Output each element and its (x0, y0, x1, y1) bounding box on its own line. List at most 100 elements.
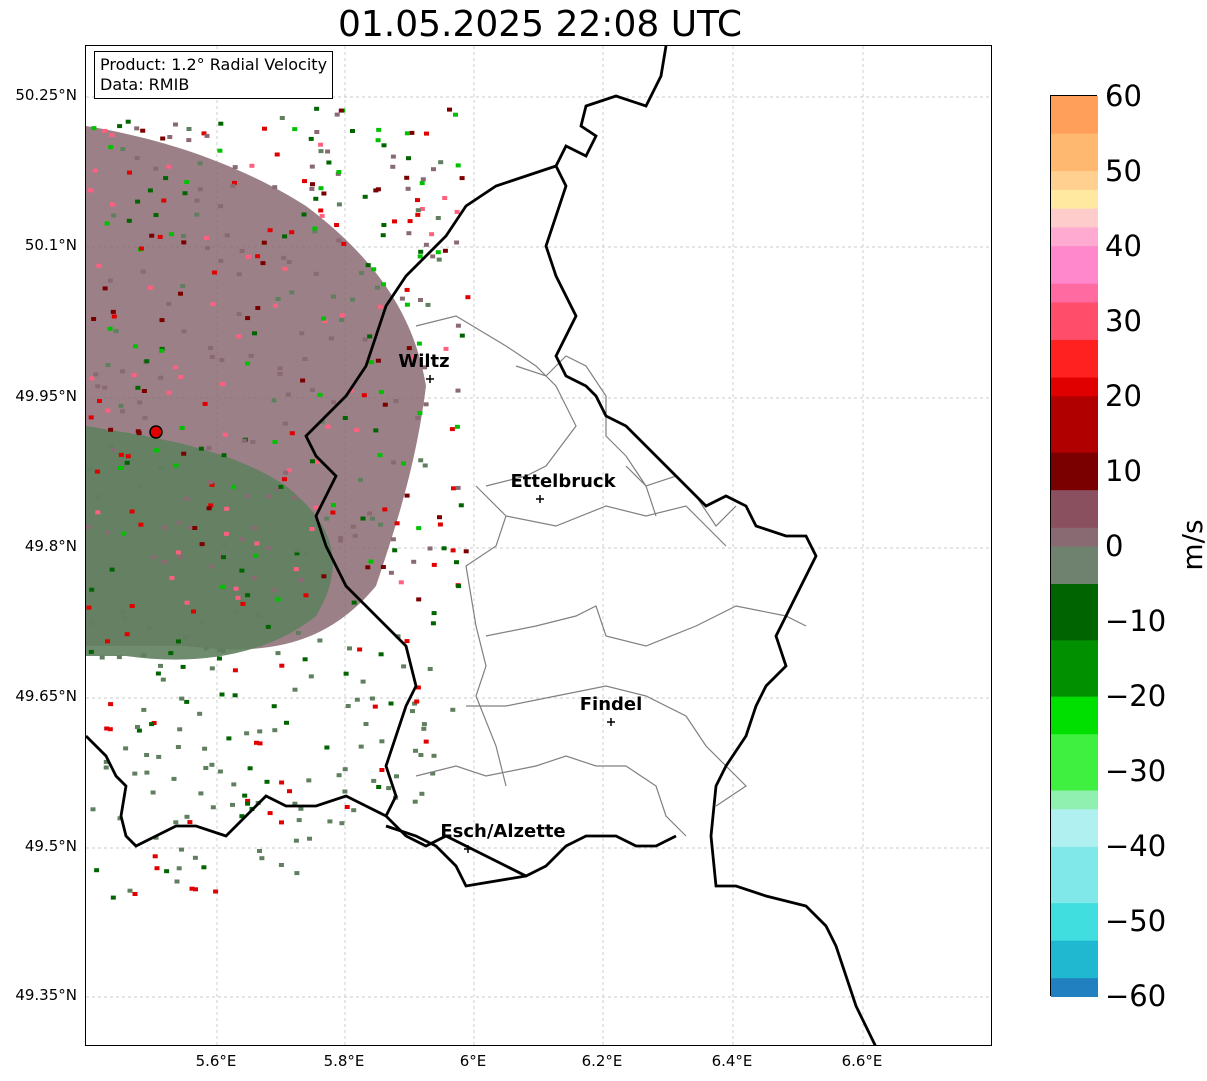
echo-pixel (423, 739, 429, 744)
echo-pixel (265, 624, 271, 629)
echo-pixel (250, 439, 256, 444)
echo-pixel (242, 793, 248, 798)
echo-pixel (354, 428, 360, 433)
echo-pixel (302, 657, 308, 662)
echo-pixel (282, 477, 287, 482)
colorbar-band (1051, 715, 1098, 735)
echo-pixel (342, 416, 348, 420)
radar-map[interactable] (85, 45, 992, 1046)
echo-pixel (103, 765, 109, 770)
echo-pixel (224, 233, 230, 238)
echo-pixel (233, 586, 239, 591)
echo-pixel (208, 480, 213, 485)
echo-pixel (239, 814, 245, 819)
echo-pixel (418, 458, 424, 463)
echo-pixel (135, 725, 140, 729)
echo-pixel (157, 466, 163, 471)
echo-pixel (96, 494, 102, 499)
echo-pixel (239, 568, 245, 573)
echo-pixel (236, 312, 242, 317)
echo-pixel (294, 548, 300, 553)
echo-pixel (450, 707, 456, 712)
echo-pixel (88, 621, 94, 626)
colorbar-tick: −20 (1105, 679, 1167, 713)
colorbar-band (1051, 959, 1098, 979)
lat-label: 50.25°N (15, 86, 77, 104)
echo-pixel (232, 668, 238, 673)
echo-pixel (338, 538, 343, 543)
echo-pixel (209, 482, 215, 487)
echo-pixel (218, 204, 224, 209)
echo-pixel (394, 521, 400, 526)
echo-pixel (86, 605, 92, 610)
echo-pixel (406, 346, 412, 351)
echo-pixel (367, 334, 373, 339)
echo-pixel (133, 344, 138, 349)
echo-pixel (204, 235, 209, 240)
echo-pixel (105, 408, 111, 413)
echo-pixel (198, 791, 204, 796)
colorbar-gradient (1051, 96, 1098, 997)
echo-pixel (453, 112, 458, 117)
echo-pixel (131, 373, 137, 378)
echo-pixel (134, 156, 140, 160)
echo-pixel (123, 746, 129, 751)
echo-pixel (336, 202, 342, 207)
echo-pixel (209, 762, 215, 767)
echo-pixel (95, 384, 101, 389)
echo-pixel (199, 542, 205, 547)
echo-pixel (336, 238, 342, 243)
colorbar-band (1051, 584, 1098, 604)
echo-pixel (343, 671, 349, 676)
echo-pixel (197, 161, 203, 166)
echo-pixel (416, 597, 422, 602)
echo-pixel (423, 402, 429, 407)
echo-pixel (252, 525, 258, 530)
echo-pixel (105, 530, 111, 535)
colorbar-band (1051, 96, 1098, 116)
echo-pixel (137, 483, 143, 488)
echo-pixel (358, 744, 364, 749)
echo-pixel (282, 266, 288, 271)
echo-pixel (245, 361, 250, 366)
echo-pixel (275, 597, 281, 602)
echo-pixel (99, 655, 105, 660)
echo-pixel (454, 240, 460, 245)
echo-pixel (152, 854, 158, 859)
radar-echo-area (86, 126, 426, 660)
colorbar-band (1051, 771, 1098, 792)
echo-pixel (365, 263, 371, 268)
echo-pixel (93, 372, 99, 377)
echo-pixel (129, 604, 135, 608)
echo-pixel (241, 438, 247, 443)
echo-pixel (422, 463, 428, 468)
echo-pixel (213, 889, 219, 894)
echo-pixel (424, 131, 429, 136)
echo-pixel (208, 564, 214, 569)
echo-pixel (223, 531, 229, 536)
echo-pixel (245, 316, 251, 321)
echo-pixel (96, 263, 102, 268)
echo-pixel (371, 267, 377, 272)
echo-pixel (361, 393, 367, 398)
echo-pixel (381, 223, 387, 227)
echo-pixel (322, 319, 328, 324)
colorbar-tick: −50 (1105, 904, 1167, 938)
echo-pixel (254, 541, 260, 546)
echo-pixel (419, 181, 425, 186)
echo-pixel (331, 294, 336, 299)
echo-pixel (218, 258, 224, 263)
echo-pixel (351, 808, 357, 813)
echo-pixel (144, 359, 150, 364)
echo-pixel (168, 232, 174, 237)
echo-pixel (162, 559, 167, 564)
echo-pixel (310, 182, 315, 187)
echo-pixel (418, 298, 423, 302)
echo-pixel (184, 496, 190, 501)
echo-pixel (231, 484, 237, 489)
echo-pixel (317, 638, 323, 643)
echo-pixel (292, 495, 298, 500)
echo-pixel (458, 503, 464, 508)
echo-pixel (368, 559, 374, 564)
echo-pixel (217, 656, 222, 661)
